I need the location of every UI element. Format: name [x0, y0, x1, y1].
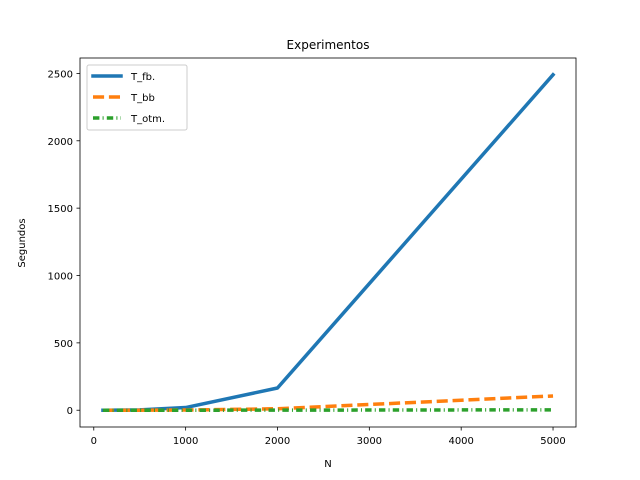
legend-label-1: T_fb. — [130, 72, 155, 83]
legend-box — [86, 64, 188, 131]
y-tick-label: 1000 — [48, 272, 73, 283]
y-tick-label: 2000 — [48, 137, 73, 148]
y-tick-label: 2500 — [48, 69, 73, 80]
axes-layer: 0 1000 2000 3000 4000 5000 0 500 1000 1500 2000 250… — [48, 57, 577, 447]
x-axis-label: N — [324, 459, 331, 470]
y-axis-label: Segundos — [17, 218, 28, 267]
chart-title: Experimentos — [287, 38, 370, 52]
legend-label-3: T_otm. — [130, 114, 165, 125]
x-tick-label: 1000 — [173, 436, 198, 447]
legend-label-2: T_bb — [130, 93, 155, 104]
y-tick-label: 1500 — [48, 204, 73, 215]
x-tick-label: 3000 — [357, 436, 382, 447]
x-tick-label: 0 — [91, 436, 97, 447]
series-layer — [101, 72, 556, 412]
y-tick-label: 500 — [54, 339, 73, 350]
legend: T_fb. T_bb T_otm. — [86, 64, 188, 131]
x-tick-label: 2000 — [265, 436, 290, 447]
x-tick-label: 5000 — [540, 436, 565, 447]
series-line-2 — [102, 394, 554, 412]
y-tick-label: 0 — [67, 406, 73, 417]
x-tick-label: 4000 — [448, 436, 473, 447]
plot-frame — [79, 57, 577, 428]
